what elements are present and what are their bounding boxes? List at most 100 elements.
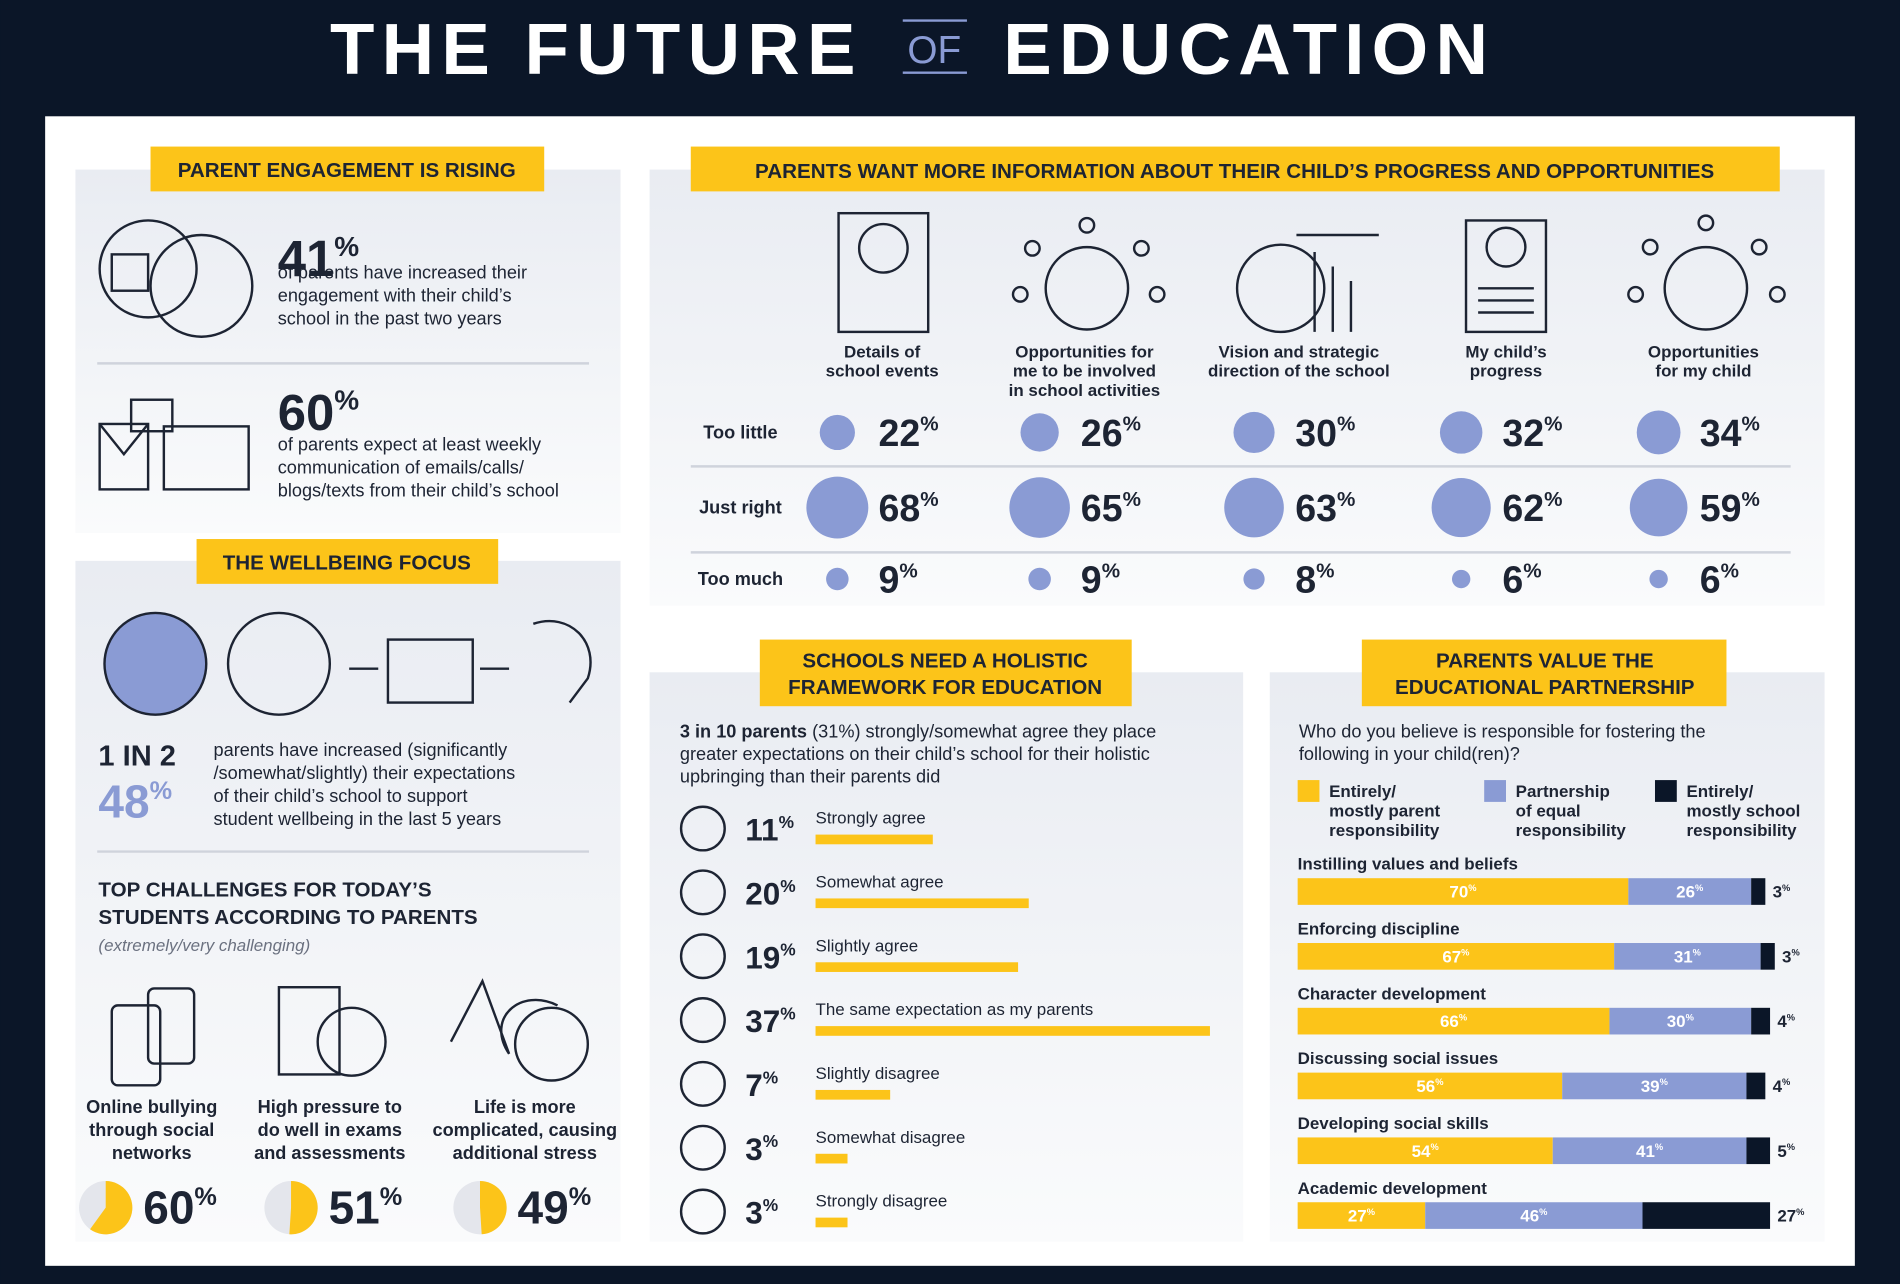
bar-label: 27%	[1348, 1207, 1376, 1226]
value: 6	[1700, 558, 1721, 600]
bar-label: 66%	[1440, 1012, 1468, 1031]
bubble-value: 22%	[879, 412, 939, 454]
heading: EDUCATIONAL PARTNERSHIP	[1395, 676, 1695, 699]
unit: %	[899, 559, 917, 582]
challenge-label: networks	[112, 1143, 192, 1163]
unit: %	[1796, 1207, 1805, 1217]
value: 26	[1676, 883, 1695, 902]
row-label: Instilling values and beliefs	[1298, 855, 1518, 874]
bar-label: 39%	[1641, 1077, 1669, 1096]
bar	[815, 1217, 848, 1228]
ratio: 1 IN 2	[98, 741, 176, 773]
subheading: TOP CHALLENGES FOR TODAY’S	[98, 878, 431, 901]
value: 65	[1081, 487, 1123, 529]
bar-label: 27%	[1777, 1207, 1805, 1226]
stat-text: of parents expect at least weekly	[278, 435, 542, 455]
section-bg	[649, 672, 1244, 1242]
agree-value: 37%	[745, 1003, 795, 1039]
bubble-value: 26%	[1081, 412, 1141, 454]
bubble-value: 9%	[1081, 558, 1120, 600]
value: 11	[745, 812, 778, 848]
column-label: in school activities	[1009, 381, 1161, 400]
question: following in your child(ren)?	[1299, 744, 1520, 764]
unit: %	[763, 1131, 778, 1151]
stacked-bar	[1609, 1007, 1752, 1035]
intro: upbringing than their parents did	[680, 767, 940, 787]
unit: %	[1742, 488, 1760, 511]
agree-icon	[679, 869, 726, 916]
agree-label: Somewhat agree	[816, 873, 944, 892]
value: 9	[879, 558, 900, 600]
heading-box	[759, 639, 1132, 707]
note: (extremely/very challenging)	[98, 936, 310, 955]
pie-slice	[289, 1181, 318, 1235]
agree-label: Somewhat disagree	[816, 1128, 966, 1147]
row-label: Just right	[699, 498, 782, 518]
agree-label: Strongly agree	[816, 809, 926, 828]
bubble	[1233, 411, 1275, 454]
row-label: Academic development	[1298, 1179, 1488, 1198]
unit: %	[334, 385, 359, 416]
value: 46	[1520, 1207, 1539, 1226]
value: 41	[278, 230, 335, 287]
unit: %	[1787, 1142, 1796, 1152]
bubble-value: 62%	[1502, 487, 1562, 529]
stacked-bar	[1297, 943, 1615, 970]
bar-label: 30%	[1667, 1012, 1695, 1031]
unit: %	[1721, 559, 1739, 582]
unit: %	[1660, 1077, 1669, 1087]
value: 66	[1440, 1012, 1459, 1031]
value: 41	[1636, 1142, 1655, 1161]
value: 7	[745, 1067, 763, 1103]
stacked-bar	[1297, 1007, 1610, 1035]
unit: %	[763, 1195, 778, 1215]
unit: %	[1686, 1012, 1695, 1022]
intro: 3 in 10 parents (31%) strongly/somewhat …	[680, 722, 1156, 742]
bar-label: 31%	[1674, 947, 1702, 966]
legend-label: responsibility	[1516, 821, 1627, 840]
bubble	[1020, 413, 1059, 452]
value: 54	[1412, 1142, 1431, 1161]
value: 67	[1442, 947, 1461, 966]
value: 8	[1295, 558, 1316, 600]
stat-value: 48%	[98, 776, 172, 828]
section-bg	[75, 169, 621, 533]
question: Who do you believe is responsible for fo…	[1299, 722, 1706, 742]
legend-label: mostly parent	[1329, 801, 1440, 820]
row-label: Too much	[698, 569, 783, 589]
stacked-bar	[1746, 1137, 1771, 1165]
bubble-value: 8%	[1295, 558, 1334, 600]
stat-text: school in the past two years	[278, 309, 502, 329]
unit: %	[1787, 1012, 1796, 1022]
bubble-value: 65%	[1081, 487, 1141, 529]
column-label: Opportunities	[1648, 342, 1759, 361]
agree-icon	[679, 1188, 726, 1235]
challenge-label: Online bullying	[86, 1097, 217, 1117]
agree-value: 19%	[745, 939, 795, 975]
unit: %	[780, 940, 795, 960]
bubble	[826, 567, 849, 591]
unit: %	[569, 1183, 592, 1211]
heading-box	[1361, 639, 1727, 707]
value: 20	[745, 875, 780, 911]
stat-text: blogs/texts from their child’s school	[278, 481, 559, 501]
bar	[815, 1089, 891, 1100]
value: 26	[1081, 412, 1123, 454]
value: 70	[1449, 883, 1468, 902]
legend-label: mostly school	[1686, 801, 1800, 820]
bubble	[1439, 411, 1483, 454]
value: 37	[745, 1003, 780, 1039]
unit: %	[763, 1067, 778, 1087]
value: 4	[1777, 1012, 1787, 1031]
value: 30	[1295, 412, 1337, 454]
heading: PARENTS VALUE THE	[1436, 649, 1654, 672]
bar-label: 54%	[1412, 1142, 1440, 1161]
challenge-value: 60%	[143, 1181, 217, 1233]
heading: FRAMEWORK FOR EDUCATION	[788, 676, 1102, 699]
agree-icon	[679, 997, 726, 1044]
unit: %	[334, 231, 359, 262]
bar	[815, 1026, 1210, 1036]
bubble	[819, 414, 855, 451]
bubble	[1629, 478, 1688, 537]
